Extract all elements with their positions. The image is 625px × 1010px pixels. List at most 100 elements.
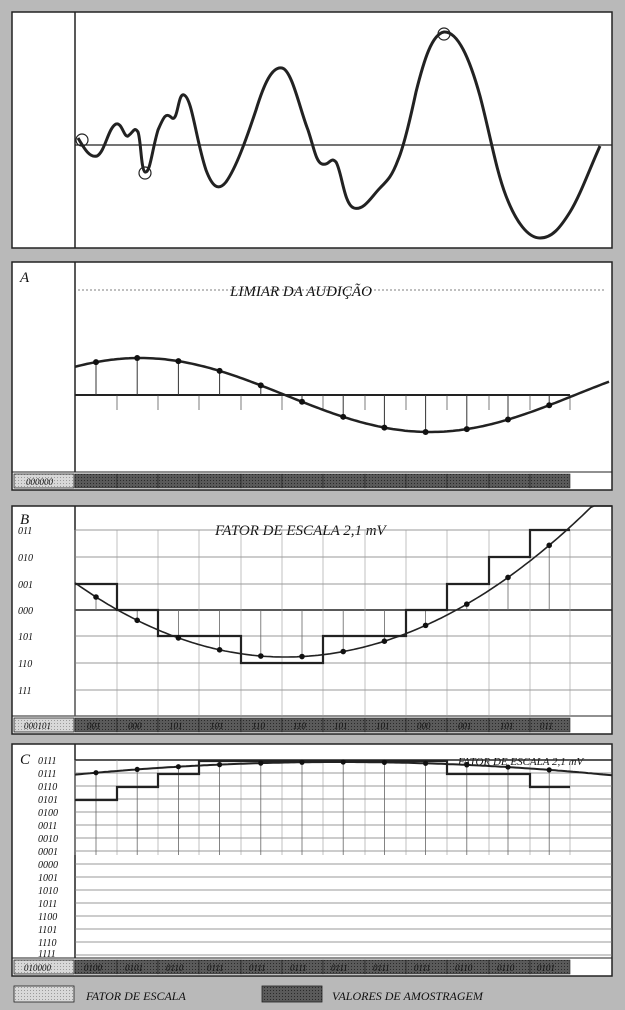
panel-b-sample-dots: [93, 542, 552, 660]
level-label: 0000: [38, 860, 58, 871]
panel-b-scale-cell: [13, 717, 75, 733]
waveform-panel: [11, 11, 613, 249]
panel-b-title: FATOR DE ESCALA 2,1 mV: [214, 523, 388, 539]
panel-c-scale-code: 010000: [24, 963, 52, 973]
sample-point: [381, 424, 388, 431]
panel-a-letter: A: [19, 270, 30, 286]
level-label: 110: [18, 659, 32, 670]
sample-point: [505, 574, 511, 581]
sample-point: [134, 617, 140, 624]
sample-code-cell: [405, 473, 448, 489]
sample-point: [93, 594, 99, 600]
sample-point: [93, 770, 99, 776]
sample-point: [423, 760, 429, 766]
sample-code: 000: [128, 721, 142, 731]
sample-code-cell: [364, 473, 407, 489]
sample-code: 101: [500, 721, 514, 731]
sample-point: [299, 653, 305, 660]
sample-circle: [138, 166, 152, 180]
panel-a-scale-cell: [13, 473, 75, 489]
sample-code: 101: [169, 721, 183, 731]
sample-point: [463, 426, 470, 433]
sample-code: 0111: [373, 963, 390, 973]
sample-point: [464, 601, 470, 607]
panel-a-code-strip: [74, 473, 571, 489]
sample-point: [216, 367, 223, 374]
sample-code-cell: [488, 473, 531, 489]
level-label: 011: [18, 526, 32, 537]
sample-code: 0111: [207, 963, 224, 973]
sample-point: [381, 759, 387, 765]
sample-point: [134, 355, 141, 362]
panel-b-quantized-steps: [75, 528, 570, 665]
sample-point: [93, 359, 99, 366]
sample-point: [299, 759, 305, 765]
sample-code: 110: [293, 721, 306, 731]
level-label: 000: [18, 606, 33, 617]
sample-circle: [437, 27, 451, 41]
sample-code-cell: [240, 473, 283, 489]
sample-code-cell: [322, 473, 366, 489]
level-label: 1100: [38, 912, 57, 923]
panel-a-sample-dots: [93, 355, 553, 435]
sample-code: 0110: [166, 963, 184, 973]
sample-point: [340, 648, 347, 655]
sample-code-cell: [529, 473, 571, 489]
panel-c: C FATOR DE ESCALA 2,1 mV 0111 0111 0110 …: [11, 743, 613, 977]
sample-code: 0111: [331, 963, 348, 973]
panel-b-code-strip: 001 000 101 101 110 110 101 101 000 001 …: [74, 717, 571, 733]
level-label: 1010: [38, 886, 58, 897]
level-label: 1011: [38, 899, 57, 910]
panel-a-scale-code: 000000: [26, 477, 54, 487]
sample-point: [422, 428, 429, 435]
panel-c-letter: C: [20, 752, 31, 768]
sample-point: [257, 382, 264, 389]
sample-point: [175, 764, 181, 770]
sample-point: [546, 767, 552, 773]
sample-point: [216, 647, 223, 653]
sample-point: [381, 638, 388, 644]
panel-a: A LIMIAR DA AUDIÇÃO 000000: [11, 261, 613, 491]
sample-point: [340, 413, 347, 420]
level-label: 0111: [38, 769, 57, 780]
panel-b-sample-sticks: [95, 545, 550, 657]
level-label: 0100: [38, 808, 58, 819]
sample-code-cell: [74, 473, 118, 489]
sample-code: 101: [376, 721, 390, 731]
legend-sample-values-swatch: [261, 985, 323, 1003]
sample-code: 101: [334, 721, 348, 731]
sample-code: 0111: [414, 963, 431, 973]
sample-code: 0100: [84, 963, 103, 973]
audio-waveform: [76, 30, 602, 240]
panel-c-sample-sticks: [95, 762, 550, 855]
panel-b-level-labels: 011 010 001 000 101 110 111: [18, 526, 33, 697]
sample-point: [134, 766, 140, 773]
panel-b: B FATOR DE ESCALA 2,1 mV 011 010 001 000…: [11, 505, 613, 735]
level-label: 0010: [38, 834, 58, 845]
sample-code: 0111: [249, 963, 266, 973]
sample-point: [175, 358, 182, 365]
legend-sample-values-label: VALORES DE AMOSTRAGEM: [332, 989, 484, 1003]
legend: FATOR DE ESCALA VALORES DE AMOSTRAGEM: [13, 985, 484, 1003]
panel-a-title: LIMIAR DA AUDIÇÃO: [229, 283, 372, 300]
sample-point: [505, 764, 511, 770]
sample-code-cell: [157, 473, 200, 489]
panel-c-sample-dots: [93, 759, 552, 776]
sample-point: [422, 622, 429, 629]
level-label: 010: [18, 553, 33, 564]
level-label: 0110: [38, 782, 57, 793]
level-label: 101: [18, 632, 33, 643]
sample-code: 000: [417, 721, 431, 731]
level-label: 1110: [38, 938, 57, 949]
level-label: 1001: [38, 873, 58, 884]
sample-code: 0110: [497, 963, 515, 973]
sample-point: [258, 653, 264, 659]
sample-point: [505, 416, 511, 423]
sample-point: [299, 398, 305, 405]
sample-code-cell: [116, 473, 159, 489]
panel-c-code-strip: 0100 0101 0110 0111 0111 0111 0111 0111 …: [74, 959, 571, 975]
sample-point: [175, 635, 182, 641]
sample-code: 011: [540, 721, 553, 731]
panel-c-scale-cell: [13, 959, 75, 975]
